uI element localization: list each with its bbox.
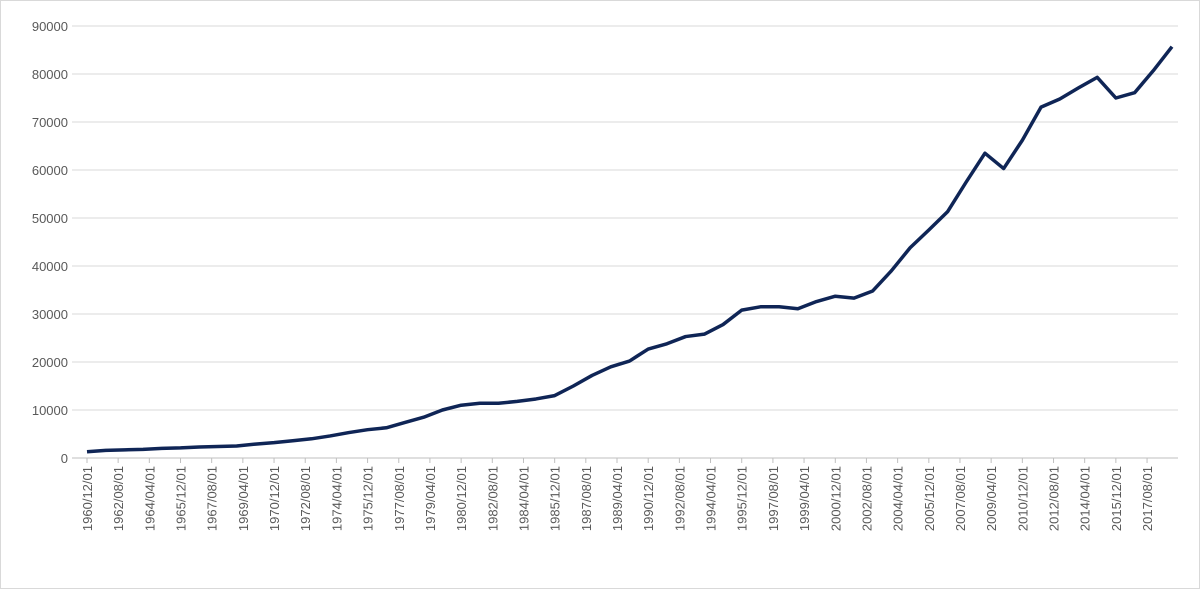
x-tick-label: 1995/12/01 — [735, 466, 750, 531]
x-tick-label: 1999/04/01 — [797, 466, 812, 531]
x-tick-label: 2012/08/01 — [1047, 466, 1062, 531]
x-tick-label: 2009/04/01 — [984, 466, 999, 531]
y-tick-label: 0 — [61, 451, 68, 466]
y-tick-label: 30000 — [32, 307, 68, 322]
x-tick-label: 2000/12/01 — [828, 466, 843, 531]
y-tick-label: 80000 — [32, 67, 68, 82]
x-tick-label: 1990/12/01 — [641, 466, 656, 531]
data-line — [86, 45, 1174, 454]
x-tick-label: 2010/12/01 — [1015, 466, 1030, 531]
x-tick-label: 2014/04/01 — [1078, 466, 1093, 531]
x-tick-label: 1967/08/01 — [205, 466, 220, 531]
x-tick-label: 1964/04/01 — [142, 466, 157, 531]
x-tick-label: 1979/04/01 — [423, 466, 438, 531]
x-tick-label: 1992/08/01 — [672, 466, 687, 531]
x-tick-label: 1980/12/01 — [454, 466, 469, 531]
x-tick-label: 1982/08/01 — [485, 466, 500, 531]
x-tick-label: 1962/08/01 — [111, 466, 126, 531]
x-tick-label: 1960/12/01 — [80, 466, 95, 531]
x-tick-label: 2015/12/01 — [1109, 466, 1124, 531]
x-tick-label: 1970/12/01 — [267, 466, 282, 531]
x-tick-label: 2002/08/01 — [859, 466, 874, 531]
x-tick-label: 1985/12/01 — [548, 466, 563, 531]
x-tick-label: 1972/08/01 — [298, 466, 313, 531]
x-tick-label: 1997/08/01 — [766, 466, 781, 531]
x-tick-label: 1965/12/01 — [174, 466, 189, 531]
x-tick-label: 1984/04/01 — [516, 466, 531, 531]
x-tick-label: 1974/04/01 — [329, 466, 344, 531]
y-tick-label: 40000 — [32, 259, 68, 274]
x-tick-label: 1977/08/01 — [392, 466, 407, 531]
y-tick-label: 20000 — [32, 355, 68, 370]
y-tick-label: 70000 — [32, 115, 68, 130]
y-tick-label: 50000 — [32, 211, 68, 226]
x-tick-label: 2017/08/01 — [1140, 466, 1155, 531]
y-tick-label: 10000 — [32, 403, 68, 418]
x-tick-label: 1975/12/01 — [361, 466, 376, 531]
x-tick-label: 1994/04/01 — [704, 466, 719, 531]
x-tick-label: 1989/04/01 — [610, 466, 625, 531]
x-tick-label: 2004/04/01 — [891, 466, 906, 531]
y-tick-label: 90000 — [32, 19, 68, 34]
x-tick-label: 2007/08/01 — [953, 466, 968, 531]
x-tick-label: 2005/12/01 — [922, 466, 937, 531]
x-tick-label: 1969/04/01 — [236, 466, 251, 531]
y-tick-label: 60000 — [32, 163, 68, 178]
x-tick-label: 1987/08/01 — [579, 466, 594, 531]
